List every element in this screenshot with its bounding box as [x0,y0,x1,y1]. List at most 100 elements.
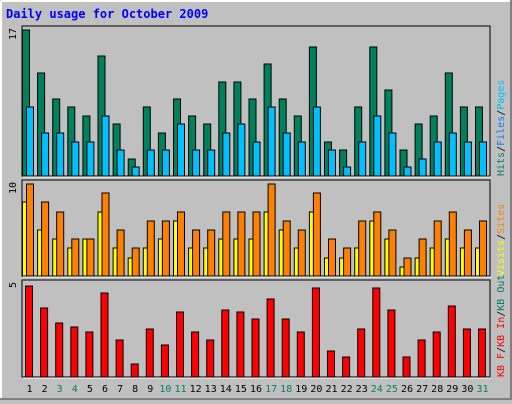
chart-title: Daily usage for October 2009 [6,7,208,21]
bar-pages-day-13 [207,149,216,177]
legend-sites: Sites [496,204,507,234]
bar-kb-f-day-22 [342,356,351,378]
bar-kb-f-day-16 [251,318,260,378]
bar-sites-day-3 [56,211,65,277]
bar-sites-day-1 [26,183,34,277]
bar-kb-f-day-6 [100,292,109,378]
bar-pages-day-20 [312,106,321,177]
legend-hits: Hits [496,152,507,176]
bar-sites-day-4 [71,238,80,277]
bar-kb-f-day-10 [160,344,169,378]
bar-sites-day-22 [343,247,352,277]
day-label-21: 21 [325,384,337,395]
bar-sites-day-9 [146,220,155,277]
legend-kb-out: KB Out [496,275,507,311]
bar-pages-day-6 [101,115,110,177]
series-kb-f [25,285,486,378]
bar-pages-day-26 [403,166,412,177]
bar-pages-day-12 [192,149,201,177]
day-label-19: 19 [295,384,307,395]
legend-separator: / [496,146,507,152]
bar-kb-f-day-19 [296,331,305,378]
bar-sites-day-5 [86,238,95,277]
day-label-28: 28 [431,384,443,395]
bar-pages-day-17 [267,106,276,177]
day-label-9: 9 [147,384,153,395]
bar-sites-day-12 [192,229,201,277]
bar-pages-day-27 [418,158,427,177]
bar-sites-day-25 [388,229,397,277]
bar-kb-f-day-14 [221,309,230,378]
bar-kb-f-day-2 [40,307,49,378]
day-label-11: 11 [174,384,186,395]
bar-kb-f-day-7 [115,339,124,378]
bar-sites-day-23 [358,220,367,277]
bar-kb-f-day-9 [145,328,154,378]
bar-pages-day-28 [433,141,442,177]
day-label-18: 18 [280,384,292,395]
day-label-30: 30 [461,384,473,395]
bar-sites-day-15 [237,211,246,277]
panel-legend: KB F/KB In/KB Out [496,275,507,377]
day-label-24: 24 [371,384,383,395]
bar-kb-f-day-3 [55,322,64,378]
bar-pages-day-18 [282,132,291,177]
day-label-16: 16 [250,384,262,395]
bar-kb-f-day-15 [236,311,245,378]
day-label-3: 3 [57,384,63,395]
day-label-1: 1 [26,384,32,395]
day-label-25: 25 [386,384,398,395]
day-label-29: 29 [446,384,458,395]
bar-pages-day-10 [161,149,170,177]
bar-kb-f-day-18 [281,318,290,378]
bar-sites-day-17 [267,183,276,277]
bar-sites-day-10 [161,220,170,277]
bar-kb-f-day-12 [191,331,200,378]
bar-kb-f-day-27 [417,339,426,378]
bar-sites-day-13 [207,229,216,277]
bar-sites-day-29 [448,211,457,277]
day-label-15: 15 [235,384,247,395]
series-sites [26,183,487,277]
day-labels: 1 2 3 4 5 6 7 8 9 10 11 12 13 14 15 16 17 18 19 20 21 22 23 24 2… [26,384,488,395]
bar-sites-day-31 [479,220,487,277]
legend-separator: / [496,311,507,317]
bar-sites-day-28 [433,220,442,277]
day-label-27: 27 [416,384,428,395]
bar-kb-f-day-26 [402,356,411,378]
day-label-13: 13 [205,384,217,395]
day-label-26: 26 [401,384,413,395]
bar-kb-f-day-23 [357,328,366,378]
panel-ymax-label: 10 [8,182,19,194]
legend-separator: / [496,110,507,116]
bar-pages-day-8 [131,166,140,177]
bar-pages-day-7 [116,149,125,177]
bar-sites-day-19 [297,229,306,277]
panel-ymax-label: 17 [8,28,19,40]
bar-pages-day-19 [297,141,306,177]
day-label-2: 2 [42,384,48,395]
day-label-20: 20 [310,384,322,395]
day-label-22: 22 [341,384,353,395]
bar-pages-day-30 [463,141,472,177]
bar-sites-day-18 [282,220,291,277]
bar-pages-day-9 [146,149,155,177]
bar-pages-day-4 [71,141,80,177]
bar-kb-f-day-11 [176,311,184,378]
panel-visits-sites: 10 Visits/Sites [8,179,507,278]
day-label-23: 23 [356,384,368,395]
bar-kb-f-day-8 [130,363,139,378]
bar-kb-f-day-21 [327,350,335,378]
day-label-4: 4 [72,384,78,395]
bar-sites-day-6 [101,192,110,277]
day-label-14: 14 [220,384,232,395]
panel-kb-in-out-f: 5KB F/KB In/KB Out [8,275,507,379]
bar-kb-f-day-28 [432,331,441,378]
bar-sites-day-8 [131,247,140,277]
legend-separator: / [496,347,507,353]
day-label-6: 6 [102,384,108,395]
bar-sites-day-14 [222,211,231,277]
